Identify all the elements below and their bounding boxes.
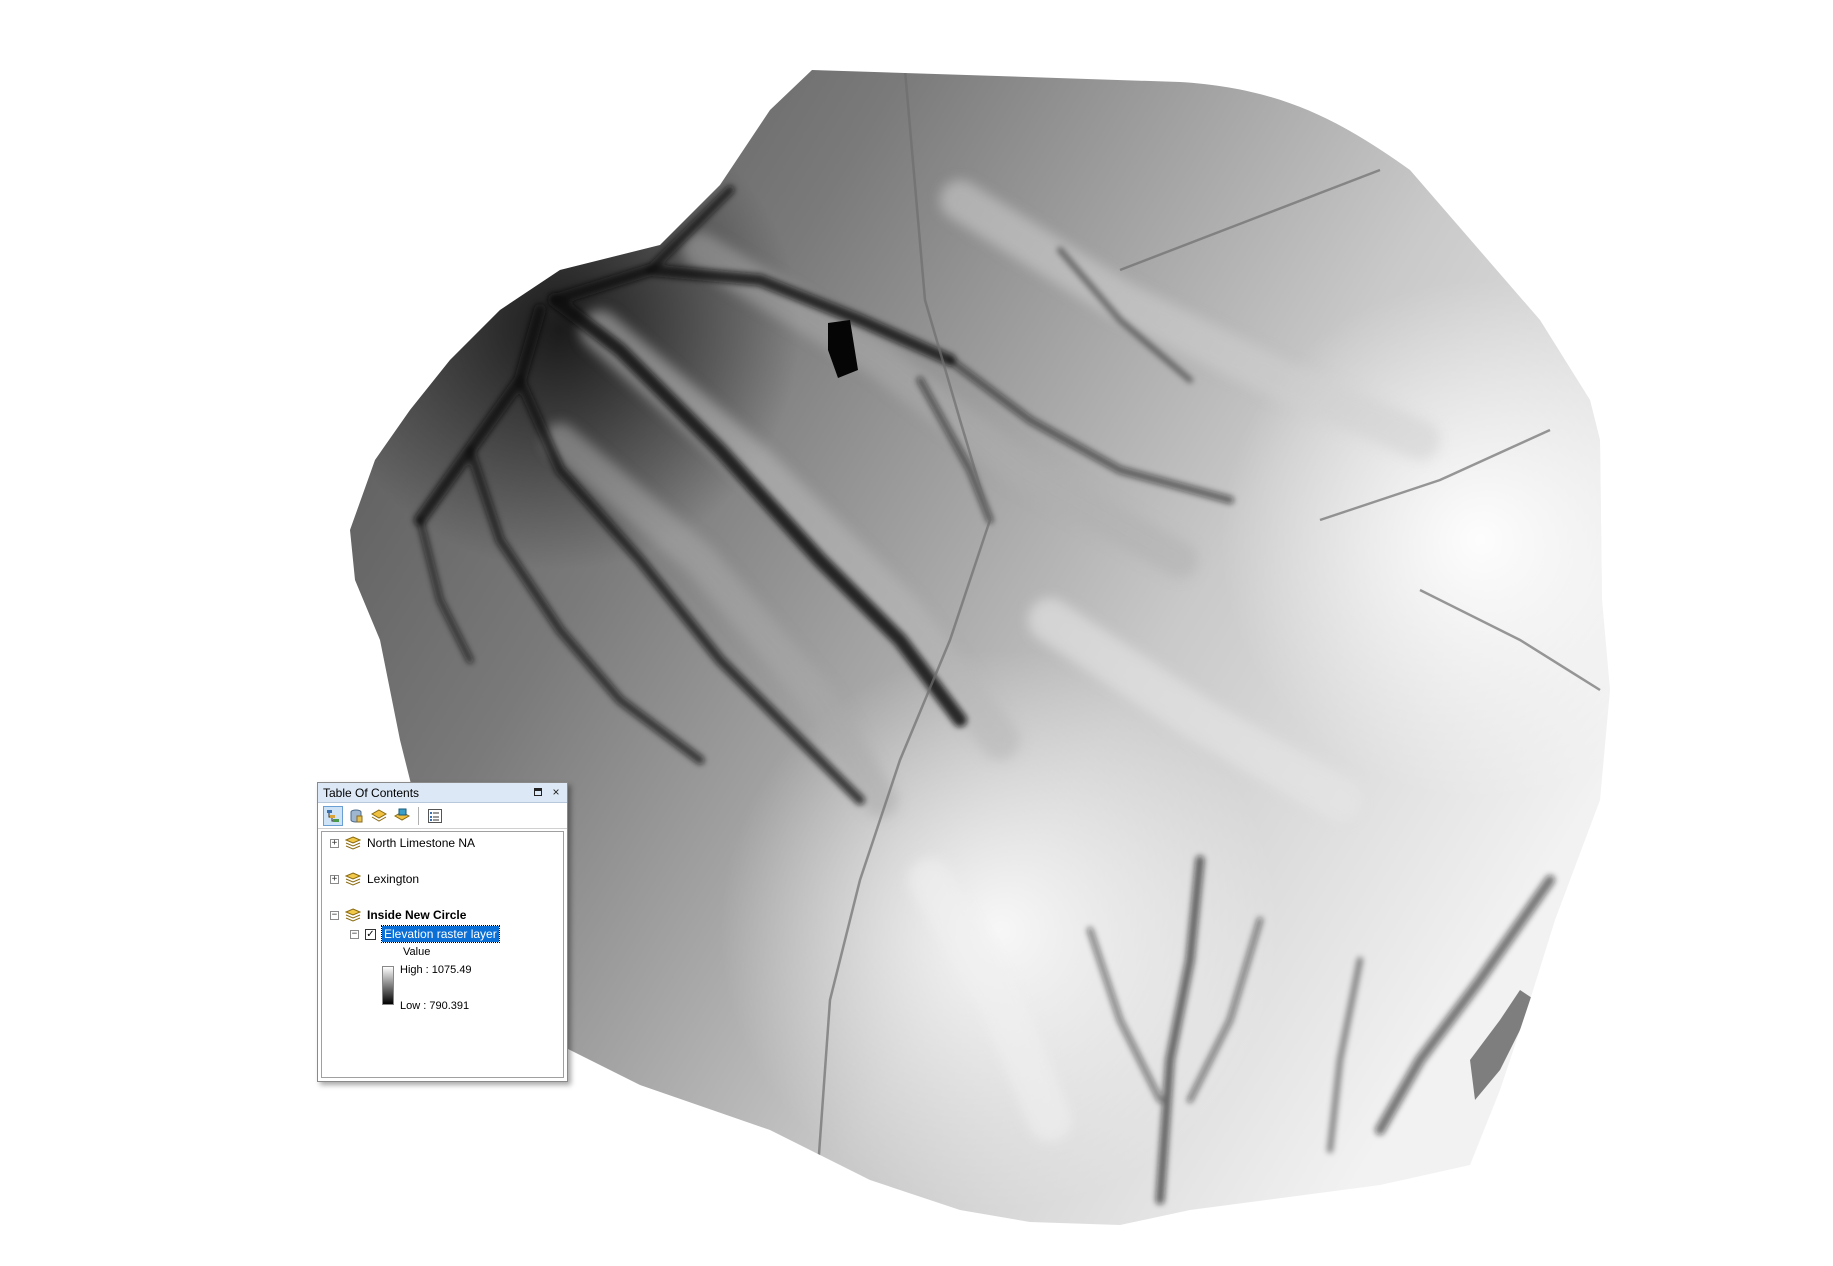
list-by-visibility-button[interactable] xyxy=(369,806,389,826)
layer-group-icon xyxy=(345,908,361,922)
legend-field: Value xyxy=(403,946,431,958)
layer-label[interactable]: Elevation raster layer xyxy=(381,925,500,943)
restore-button[interactable] xyxy=(531,785,545,799)
toc-group-north-limestone[interactable]: + North Limestone NA xyxy=(330,835,475,851)
list-by-source-icon xyxy=(350,809,363,822)
toc-tree: + North Limestone NA + Lexington xyxy=(321,831,564,1078)
toc-toolbar xyxy=(318,803,567,829)
collapse-icon[interactable]: − xyxy=(330,909,339,920)
list-by-selection-button[interactable] xyxy=(392,806,412,826)
group-label: Lexington xyxy=(367,872,420,886)
toc-layer-elevation[interactable]: − ✓ Elevation raster layer xyxy=(350,925,500,943)
list-by-drawing-order-button[interactable] xyxy=(323,805,343,826)
layer-group-icon xyxy=(345,872,361,886)
reservoir xyxy=(1470,990,1535,1100)
pond xyxy=(828,320,858,378)
elevation-color-ramp xyxy=(382,966,394,1005)
table-of-contents-window[interactable]: Table Of Contents × xyxy=(317,782,568,1082)
list-by-visibility-icon xyxy=(371,808,387,822)
list-by-selection-icon xyxy=(394,808,410,821)
toc-group-inside-new-circle[interactable]: − Inside New Circle xyxy=(330,907,466,923)
expand-icon[interactable]: + xyxy=(330,873,339,884)
options-button[interactable] xyxy=(425,806,445,826)
legend-high: High : 1075.49 xyxy=(400,964,472,976)
restore-icon xyxy=(534,788,542,796)
toc-group-lexington[interactable]: + Lexington xyxy=(330,871,419,887)
expand-icon[interactable]: + xyxy=(330,837,339,848)
list-by-drawing-order-icon xyxy=(327,809,339,822)
legend-low: Low : 790.391 xyxy=(400,1000,470,1012)
layer-group-icon xyxy=(345,836,361,850)
toc-titlebar[interactable]: Table Of Contents × xyxy=(318,783,567,803)
group-label: North Limestone NA xyxy=(367,836,476,850)
options-icon xyxy=(428,808,442,823)
toc-title: Table Of Contents xyxy=(323,785,420,800)
group-label: Inside New Circle xyxy=(367,908,467,922)
layer-visibility-checkbox[interactable]: ✓ xyxy=(365,928,376,940)
collapse-icon[interactable]: − xyxy=(350,928,359,939)
list-by-source-button[interactable] xyxy=(346,806,366,826)
toolbar-separator xyxy=(418,806,419,825)
close-button[interactable]: × xyxy=(552,785,560,799)
